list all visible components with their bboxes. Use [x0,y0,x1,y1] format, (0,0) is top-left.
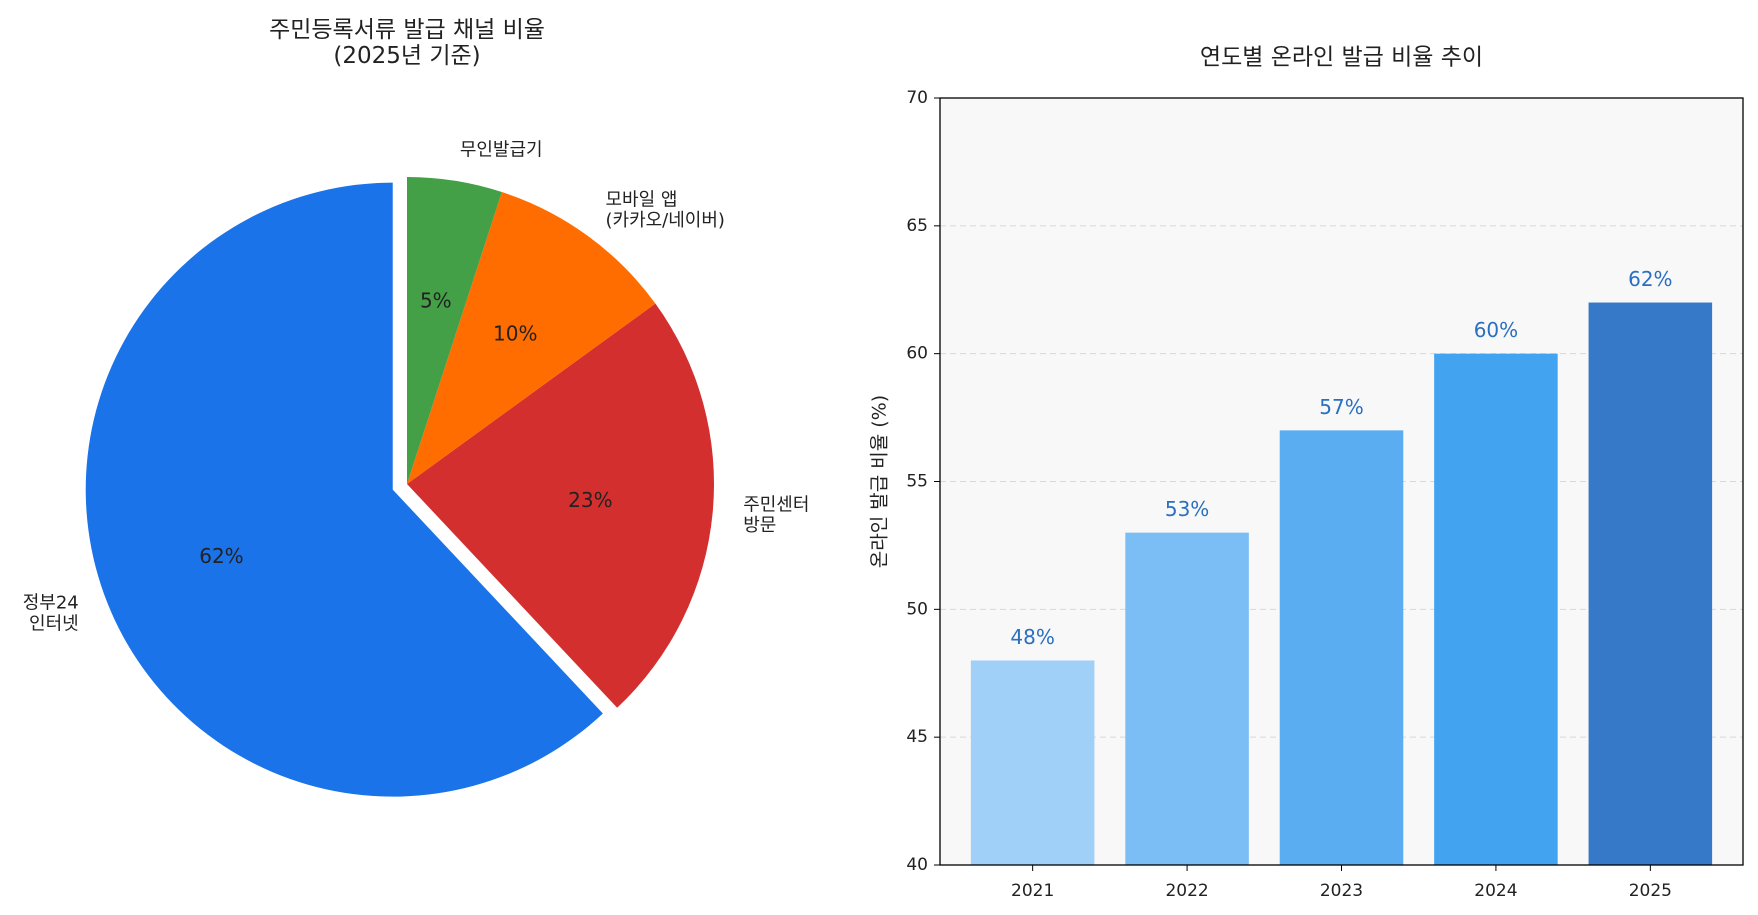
y-tick-label: 50 [906,599,928,619]
slice-label: 모바일 앱 (카카오/네이버) [605,189,724,231]
x-tick-label: 2022 [1165,881,1208,901]
pie-slice [407,303,714,708]
slice-label: 주민센터 방문 [743,494,809,536]
x-tick-label: 2021 [1011,881,1054,901]
bar-value-label: 53% [1165,497,1209,521]
bar-value-label: 60% [1474,318,1518,342]
bar-value-label: 57% [1319,395,1363,419]
bar [1279,430,1404,865]
slice-value-label: 23% [568,488,612,512]
bar [1125,532,1249,865]
pie-slice [407,192,656,485]
bar-value-label: 48% [1010,625,1054,649]
bar [970,660,1095,865]
bar-value-label: 62% [1628,267,1672,291]
y-tick-label: 55 [906,472,928,492]
bar [1588,302,1713,865]
slice-value-label: 5% [420,289,452,313]
slice-value-label: 10% [493,321,537,345]
pie-slice [85,182,603,797]
y-axis-label: 온라인 발급 비율 (%) [869,395,891,568]
y-tick-label: 65 [906,216,928,236]
x-tick-label: 2024 [1474,881,1517,901]
y-tick-label: 40 [906,855,928,875]
slice-value-label: 62% [199,544,243,568]
bar [1434,353,1558,865]
y-tick-label: 45 [906,727,928,747]
pie-slice [407,177,502,484]
plot-frame [939,97,1744,866]
chart-title: 주민등록서류 발급 채널 비율 (2025년 기준) [269,16,545,68]
x-tick-label: 2025 [1629,881,1672,901]
y-tick-label: 60 [906,344,928,364]
y-tick-label: 70 [906,88,928,108]
slice-label: 무인발급기 [460,139,543,160]
slice-label: 정부24 인터넷 [23,593,79,635]
chart-title: 연도별 온라인 발급 비율 추이 [1200,45,1483,71]
x-tick-label: 2023 [1320,881,1363,901]
